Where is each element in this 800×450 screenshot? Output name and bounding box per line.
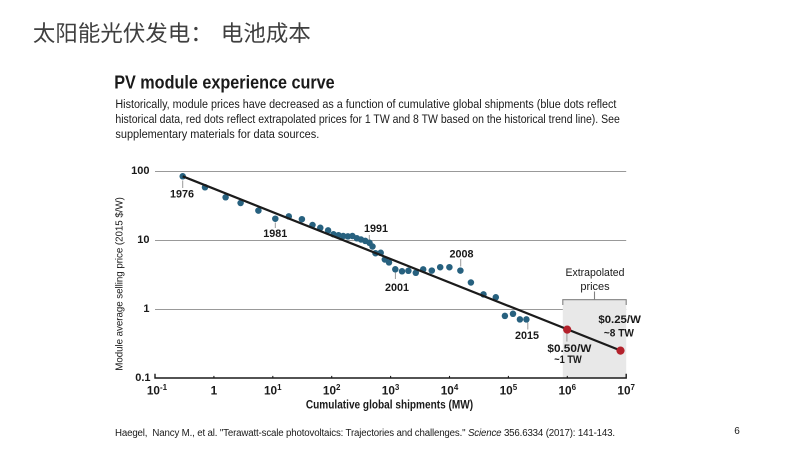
svg-text:2015: 2015 (515, 330, 539, 342)
svg-text:1991: 1991 (364, 223, 388, 235)
svg-text:2008: 2008 (449, 249, 473, 261)
svg-text:supplementary materials for da: supplementary materials for data sources… (115, 127, 319, 141)
svg-text:2001: 2001 (385, 282, 409, 294)
svg-text:10: 10 (137, 234, 149, 246)
svg-text:1: 1 (143, 303, 149, 315)
svg-text:1981: 1981 (263, 228, 287, 240)
svg-text:~1 TW: ~1 TW (554, 354, 582, 366)
svg-text:0.1: 0.1 (135, 372, 150, 384)
svg-text:Cumulative global shipments (M: Cumulative global shipments (MW) (306, 400, 473, 412)
svg-text:1: 1 (211, 384, 218, 398)
svg-text:$0.50/W: $0.50/W (547, 343, 591, 355)
svg-text:100: 100 (131, 165, 149, 177)
svg-text:PV module experience curve: PV module experience curve (114, 73, 335, 93)
svg-text:6: 6 (734, 426, 740, 437)
svg-text:1976: 1976 (170, 189, 194, 201)
svg-text:Extrapolated: Extrapolated (566, 267, 625, 279)
svg-text:$0.25/W: $0.25/W (598, 314, 641, 326)
svg-text:~8 TW: ~8 TW (604, 328, 634, 340)
svg-text:historical data, red dots refl: historical data, red dots reflect extrap… (115, 112, 620, 126)
svg-text:prices: prices (580, 281, 610, 293)
svg-text:Historically, module prices ha: Historically, module prices have decreas… (115, 97, 617, 111)
svg-text:Module average selling price (: Module average selling price (2015 $/W) (115, 197, 126, 371)
svg-text:Haegel, Nancy M., et al. "Ter: Haegel, Nancy M., et al. "Terawatt-scale… (115, 428, 615, 439)
